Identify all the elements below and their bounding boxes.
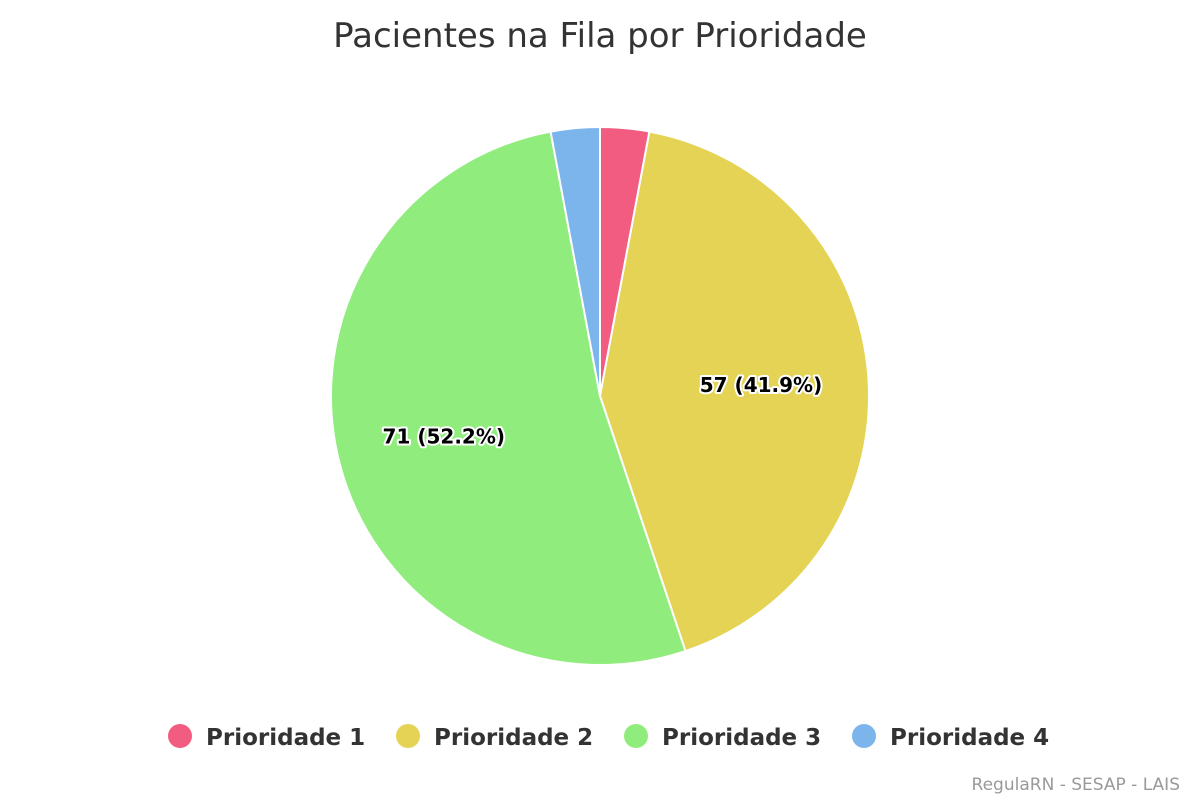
- legend-item-2[interactable]: Prioridade 2: [396, 724, 593, 751]
- data-label-2: 57 (41.9%): [700, 373, 822, 397]
- pie-slice-3[interactable]: [330, 130, 687, 666]
- pie-slice-2[interactable]: [599, 130, 870, 653]
- pie-slice-4[interactable]: [549, 126, 601, 397]
- pie-slices: [330, 126, 870, 666]
- legend-marker-1: [168, 724, 192, 748]
- credits-text[interactable]: RegulaRN - SESAP - LAIS: [972, 775, 1180, 795]
- legend-item-4[interactable]: Prioridade 4: [852, 724, 1049, 751]
- data-labels: 57 (41.9%) 71 (52.2%): [381, 371, 825, 451]
- legend-marker-4: [852, 724, 876, 748]
- legend-label-3: Prioridade 3: [662, 725, 821, 751]
- legend-marker-2: [396, 724, 420, 748]
- legend-item-3[interactable]: Prioridade 3: [624, 724, 821, 751]
- legend-label-4: Prioridade 4: [890, 725, 1049, 751]
- chart-title: Pacientes na Fila por Prioridade: [333, 16, 867, 56]
- legend-item-1[interactable]: Prioridade 1: [168, 724, 365, 751]
- legend-marker-3: [624, 724, 648, 748]
- legend-label-1: Prioridade 1: [206, 725, 365, 751]
- legend-label-2: Prioridade 2: [434, 725, 593, 751]
- data-label-3: 71 (52.2%): [383, 425, 505, 449]
- legend: Prioridade 1 Prioridade 2 Prioridade 3 Prio…: [168, 724, 1049, 751]
